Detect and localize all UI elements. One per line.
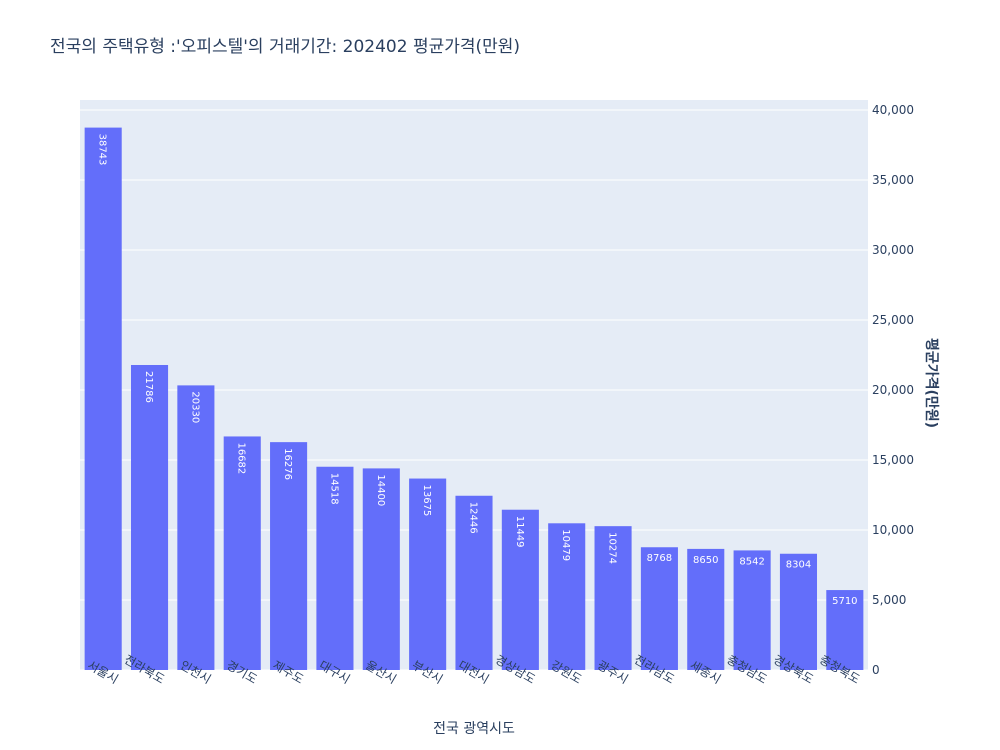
bar-value-label: 16276 — [282, 448, 293, 480]
bar — [223, 436, 261, 670]
bar-value-label: 13675 — [421, 485, 432, 517]
y-axis-ticks: 0 5,000 10,000 15,000 20,000 25,000 30,000 35,0… — [872, 103, 914, 677]
bar — [826, 590, 864, 670]
y-tick-label: 5,000 — [872, 593, 906, 607]
bar — [362, 468, 400, 670]
bar-value-label: 21786 — [143, 371, 154, 403]
y-tick-label: 10,000 — [872, 523, 914, 537]
bar-value-label: 8304 — [786, 560, 811, 571]
bar-value-label: 14518 — [328, 473, 339, 505]
bar — [733, 550, 771, 670]
bar-value-label: 14400 — [375, 474, 386, 506]
bar — [270, 442, 308, 670]
bar — [640, 547, 678, 670]
bar-value-label: 10479 — [560, 529, 571, 561]
bar — [548, 523, 586, 670]
y-tick-label: 15,000 — [872, 453, 914, 467]
bar — [501, 509, 539, 670]
bar-value-label: 8650 — [693, 555, 718, 566]
bar — [316, 466, 354, 670]
y-tick-label: 20,000 — [872, 383, 914, 397]
y-tick-label: 25,000 — [872, 313, 914, 327]
bar — [130, 364, 169, 670]
y-tick-label: 40,000 — [872, 103, 914, 117]
chart-title: 전국의 주택유형 :'오피스텔'의 거래기간: 202402 평균가격(만원) — [50, 37, 521, 57]
bar-value-label: 8542 — [739, 556, 764, 567]
bars — [84, 127, 864, 670]
y-axis-title: 평균가격(만원) — [923, 338, 940, 428]
bar-value-label: 20330 — [189, 391, 200, 423]
bar — [455, 495, 493, 670]
y-tick-label: 30,000 — [872, 243, 914, 257]
bar-value-label: 5710 — [832, 596, 857, 607]
y-tick-label: 35,000 — [872, 173, 914, 187]
bar — [779, 553, 818, 670]
bar-value-label: 12446 — [468, 502, 479, 534]
bar-value-label: 8768 — [647, 553, 672, 564]
bar-value-label: 16682 — [236, 442, 247, 474]
x-axis-title: 전국 광역시도 — [433, 721, 515, 737]
bar — [177, 385, 215, 670]
y-tick-label: 0 — [872, 663, 880, 677]
bar — [409, 478, 447, 670]
bar-value-label: 10274 — [607, 532, 618, 564]
bar — [687, 548, 725, 670]
bar — [84, 127, 122, 670]
bar-labels: 38743 21786 20330 16682 16276 14518 14400 13675… — [97, 134, 858, 607]
bar-value-label: 11449 — [514, 516, 525, 548]
bar — [594, 526, 632, 670]
bar-value-label: 38743 — [97, 134, 108, 166]
